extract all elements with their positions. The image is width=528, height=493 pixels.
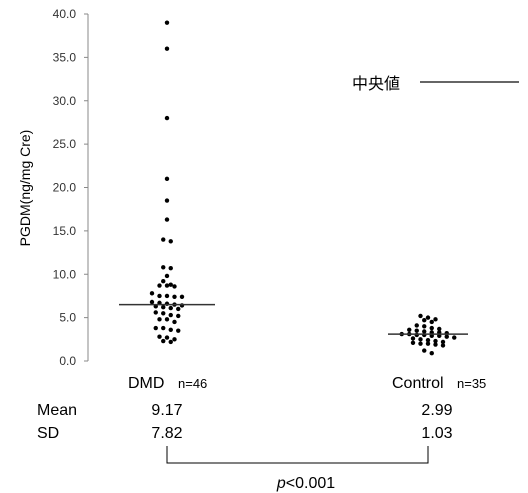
data-point	[425, 337, 431, 343]
y-tick-label: 15.0	[53, 224, 77, 238]
data-point	[425, 341, 431, 346]
median-lines	[119, 303, 468, 335]
data-point	[164, 46, 170, 51]
group-label-control: Control n=35	[392, 375, 486, 392]
p-value-text: <0.001	[286, 475, 335, 492]
data-point	[410, 336, 416, 341]
y-axis-label: PGDM(ng/mg Cre)	[17, 130, 33, 247]
data-point	[149, 291, 155, 296]
data-point	[414, 323, 419, 328]
data-point	[176, 328, 181, 333]
data-point	[164, 176, 170, 182]
data-point	[425, 315, 431, 320]
data-point	[418, 313, 423, 319]
data-point	[168, 239, 173, 244]
data-point	[452, 335, 457, 340]
data-point	[164, 115, 170, 121]
sd-dmd: 7.82	[151, 425, 182, 442]
data-point	[444, 334, 449, 339]
y-tick-label: 20.0	[53, 181, 77, 195]
data-point	[164, 293, 170, 299]
data-point	[164, 217, 170, 222]
data-point	[176, 306, 181, 312]
data-point	[418, 337, 423, 342]
group-name-dmd: DMD	[128, 375, 164, 392]
group-n-dmd: n=46	[178, 376, 207, 391]
data-point	[429, 319, 434, 325]
data-point	[149, 299, 155, 305]
data-point	[164, 273, 170, 279]
data-point	[172, 319, 177, 325]
y-tick-label: 10.0	[53, 267, 77, 281]
data-point	[172, 294, 177, 300]
data-point	[172, 284, 177, 289]
data-point	[179, 294, 185, 300]
data-point	[164, 20, 170, 25]
data-point	[429, 350, 434, 356]
data-point	[418, 341, 423, 346]
data-point	[161, 338, 166, 344]
p-symbol: p	[276, 475, 286, 492]
data-point	[433, 338, 438, 344]
data-point	[153, 325, 158, 331]
data-point	[168, 339, 173, 345]
data-point	[422, 324, 427, 329]
data-point	[164, 317, 170, 322]
data-point	[422, 329, 427, 334]
mean-dmd: 9.17	[151, 402, 182, 419]
sd-label: SD	[37, 425, 59, 442]
data-point	[168, 305, 173, 311]
data-point	[161, 311, 166, 316]
data-point	[157, 293, 162, 299]
group-label-dmd: DMD n=46	[128, 375, 207, 392]
data-point	[429, 325, 434, 331]
p-value: p<0.001	[276, 475, 335, 492]
data-point	[168, 312, 173, 318]
data-point	[161, 305, 166, 310]
data-point	[161, 237, 166, 242]
data-point	[153, 310, 158, 315]
mean-control: 2.99	[421, 402, 452, 419]
data-point	[410, 340, 416, 345]
group-name-control: Control	[392, 375, 444, 392]
y-ticks: 0.0 5.0 10.0 15.0 20.0 25.0 30.0 35.0 40.0	[53, 7, 88, 368]
data-point	[161, 265, 166, 270]
y-tick-label: 0.0	[59, 354, 76, 368]
data-point	[157, 334, 162, 339]
data-point	[161, 325, 166, 331]
data-point	[164, 335, 170, 340]
data-point	[168, 327, 173, 332]
y-tick-label: 5.0	[59, 311, 76, 325]
data-point	[422, 348, 427, 353]
data-point	[176, 313, 181, 319]
data-point	[168, 282, 173, 287]
data-point	[161, 278, 166, 284]
group-n-control: n=35	[457, 376, 486, 391]
legend-label: 中央値	[352, 75, 400, 93]
y-tick-label: 35.0	[53, 50, 77, 64]
data-point	[422, 318, 427, 323]
data-point	[414, 328, 419, 333]
comparison-bracket	[166, 446, 429, 464]
data-point	[440, 343, 446, 348]
data-point	[172, 337, 177, 342]
data-point	[433, 317, 438, 322]
data-point	[157, 283, 162, 288]
data-point	[437, 326, 442, 332]
data-point	[168, 265, 173, 271]
sd-control: 1.03	[421, 425, 452, 442]
mean-label: Mean	[37, 402, 77, 419]
data-point	[164, 283, 170, 288]
data-point	[164, 198, 170, 203]
data-point	[407, 327, 412, 332]
y-tick-label: 30.0	[53, 94, 77, 108]
y-tick-label: 40.0	[53, 7, 77, 21]
data-point	[157, 317, 162, 322]
data-point	[440, 339, 446, 345]
data-point	[433, 342, 438, 347]
y-tick-label: 25.0	[53, 137, 77, 151]
